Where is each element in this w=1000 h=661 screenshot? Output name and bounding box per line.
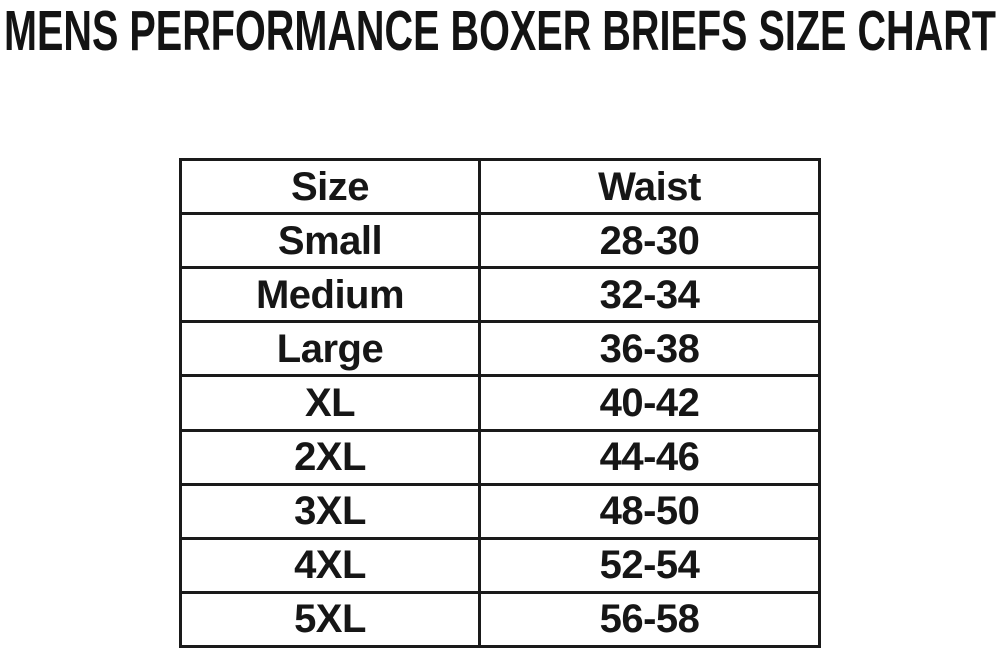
size-cell: XL [182, 377, 478, 429]
waist-cell: 48-50 [481, 485, 818, 537]
waist-cell: 32-34 [481, 269, 818, 321]
waist-cell: 52-54 [481, 539, 818, 591]
size-cell: 4XL [182, 539, 478, 591]
size-cell: 2XL [182, 431, 478, 483]
page-title: MENS PERFORMANCE BOXER BRIEFS SIZE CHART [4, 0, 996, 63]
waist-cell: 28-30 [481, 215, 818, 267]
size-cell: Large [182, 323, 478, 375]
size-cell: Small [182, 215, 478, 267]
size-cell: Medium [182, 269, 478, 321]
waist-cell: 40-42 [481, 377, 818, 429]
column-header-waist: Waist [481, 161, 818, 213]
size-cell: 5XL [182, 593, 478, 645]
waist-cell: 36-38 [481, 323, 818, 375]
waist-cell: 44-46 [481, 431, 818, 483]
size-cell: 3XL [182, 485, 478, 537]
size-chart-table: Size Waist Small 28-30 Medium 32-34 Larg… [179, 158, 821, 648]
column-header-size: Size [182, 161, 478, 213]
waist-cell: 56-58 [481, 593, 818, 645]
page-title-svg: MENS PERFORMANCE BOXER BRIEFS SIZE CHART [4, 0, 996, 63]
